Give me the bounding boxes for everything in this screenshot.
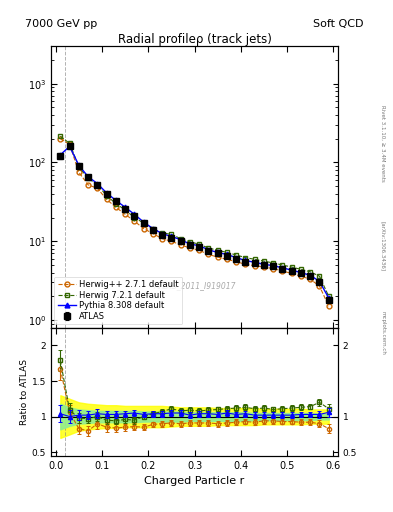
X-axis label: Charged Particle r: Charged Particle r <box>144 476 245 486</box>
Text: Soft QCD: Soft QCD <box>313 19 364 29</box>
Y-axis label: Ratio to ATLAS: Ratio to ATLAS <box>20 359 29 424</box>
Text: [arXiv:1306.3436]: [arXiv:1306.3436] <box>381 221 386 271</box>
Text: 7000 GeV pp: 7000 GeV pp <box>25 19 97 29</box>
Text: Rivet 3.1.10, ≥ 3.4M events: Rivet 3.1.10, ≥ 3.4M events <box>381 105 386 182</box>
Text: ATLAS_2011_I919017: ATLAS_2011_I919017 <box>153 281 236 290</box>
Title: Radial profileρ (track jets): Radial profileρ (track jets) <box>118 33 272 46</box>
Text: mcplots.cern.ch: mcplots.cern.ch <box>381 311 386 355</box>
Legend: Herwig++ 2.7.1 default, Herwig 7.2.1 default, Pythia 8.308 default, ATLAS: Herwig++ 2.7.1 default, Herwig 7.2.1 def… <box>54 276 182 324</box>
